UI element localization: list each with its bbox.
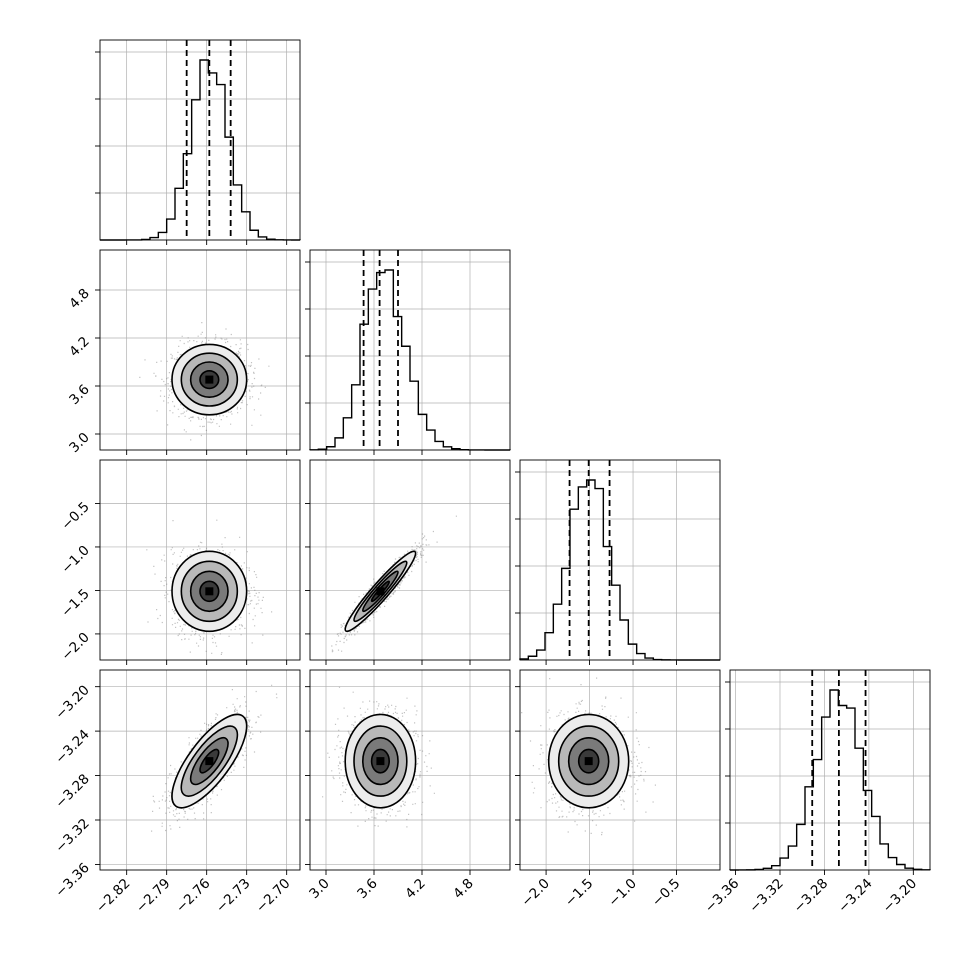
panel-content bbox=[151, 684, 278, 832]
contour-line bbox=[180, 352, 239, 407]
panel-content bbox=[139, 322, 270, 441]
y-tick-label: −1.5 bbox=[58, 586, 92, 620]
y-tick-label: −0.5 bbox=[58, 499, 92, 533]
hist-panel-2 bbox=[515, 459, 721, 661]
x-tick-label: −0.5 bbox=[649, 876, 683, 910]
panel-3-0 bbox=[99, 669, 301, 871]
peak-marker bbox=[376, 587, 385, 596]
contour-line bbox=[199, 748, 220, 774]
axes-frame bbox=[99, 249, 301, 451]
contour-line bbox=[557, 725, 620, 797]
y-tick-label: −3.36 bbox=[52, 860, 93, 901]
y-tick-label: −3.20 bbox=[52, 682, 93, 723]
y-tick-label: 3.6 bbox=[66, 382, 93, 409]
x-tick-label: −3.24 bbox=[835, 876, 876, 917]
x-tick-label: 4.2 bbox=[402, 876, 429, 903]
contour-line bbox=[362, 736, 399, 786]
axes-frame bbox=[519, 669, 721, 871]
x-tick-label: −2.73 bbox=[213, 876, 254, 917]
contour-line bbox=[171, 713, 248, 809]
contour-line bbox=[370, 748, 391, 774]
x-tick-label: −2.0 bbox=[518, 876, 552, 910]
y-tick-label: −2.0 bbox=[58, 629, 92, 663]
peak-marker bbox=[584, 757, 593, 766]
panel-1-0 bbox=[99, 249, 301, 451]
contour-line bbox=[199, 580, 220, 603]
panel-content bbox=[331, 515, 457, 653]
x-tick-label: −2.76 bbox=[173, 876, 214, 917]
contour-line bbox=[547, 713, 630, 809]
axes-frame bbox=[309, 249, 511, 451]
peak-marker bbox=[205, 587, 214, 596]
x-tick-label: 3.6 bbox=[354, 876, 381, 903]
contour-line bbox=[344, 550, 417, 633]
contour-line bbox=[171, 343, 248, 416]
x-tick-label: −2.82 bbox=[93, 876, 134, 917]
x-tick-label: −3.36 bbox=[702, 876, 743, 917]
x-tick-label: 3.0 bbox=[306, 876, 333, 903]
panel-2-1 bbox=[309, 459, 511, 661]
histogram-2 bbox=[519, 479, 720, 661]
x-tick-label: −2.70 bbox=[253, 876, 294, 917]
hist-panel-1 bbox=[305, 249, 511, 451]
x-tick-label: −1.0 bbox=[605, 876, 639, 910]
contour-line bbox=[353, 560, 408, 623]
panel-3-1 bbox=[309, 669, 511, 871]
contour-line bbox=[577, 748, 600, 774]
contour-line bbox=[189, 736, 229, 786]
contour-line bbox=[199, 370, 220, 390]
contour-line bbox=[189, 570, 229, 613]
peak-marker bbox=[205, 375, 214, 384]
contour-line bbox=[180, 725, 239, 797]
panel-2-0 bbox=[99, 459, 301, 661]
contour-line bbox=[189, 361, 229, 399]
histogram-1 bbox=[309, 269, 510, 451]
y-tick-label: −1.0 bbox=[58, 542, 92, 576]
x-tick-label: −3.32 bbox=[746, 876, 787, 917]
x-tick-label: −3.28 bbox=[791, 876, 832, 917]
panel-3-2 bbox=[519, 669, 721, 871]
scatter-points bbox=[322, 686, 435, 828]
peak-marker bbox=[376, 757, 385, 766]
histogram-3 bbox=[729, 689, 931, 871]
axes-frame bbox=[729, 669, 931, 871]
axes-frame bbox=[519, 459, 721, 661]
panel-content bbox=[146, 519, 273, 655]
contour-line bbox=[344, 713, 417, 809]
axes-frame bbox=[99, 669, 301, 871]
contour-line bbox=[171, 550, 248, 633]
axes-frame bbox=[309, 459, 511, 661]
y-tick-label: −3.24 bbox=[52, 727, 93, 768]
panel-content bbox=[322, 686, 435, 828]
histogram-0 bbox=[100, 59, 301, 241]
x-tick-label: −1.5 bbox=[562, 876, 596, 910]
y-tick-label: 4.8 bbox=[66, 286, 93, 313]
x-tick-label: 4.8 bbox=[450, 876, 477, 903]
hist-panel-0 bbox=[95, 39, 301, 241]
contour-line bbox=[180, 560, 239, 623]
peak-marker bbox=[205, 757, 214, 766]
x-tick-label: −3.20 bbox=[880, 876, 921, 917]
scatter-points bbox=[331, 515, 457, 653]
axes-frame bbox=[309, 669, 511, 871]
hist-panel-3 bbox=[725, 669, 931, 871]
y-tick-label: 3.0 bbox=[66, 430, 93, 457]
y-tick-label: −3.32 bbox=[52, 816, 93, 857]
panel-content bbox=[521, 677, 656, 836]
plot-root: −2.82 −2.79 −2.76 −2.73 −2.70 3.0 3.6 4.2 4.8 −2.… bbox=[52, 39, 931, 917]
axes-frame bbox=[99, 459, 301, 661]
x-tick-label: −2.79 bbox=[133, 876, 174, 917]
axes-frame bbox=[99, 39, 301, 241]
y-tick-label: −3.28 bbox=[52, 771, 93, 812]
y-tick-label: 4.2 bbox=[66, 334, 93, 361]
contour-line bbox=[353, 725, 408, 797]
contour-line bbox=[567, 736, 610, 786]
